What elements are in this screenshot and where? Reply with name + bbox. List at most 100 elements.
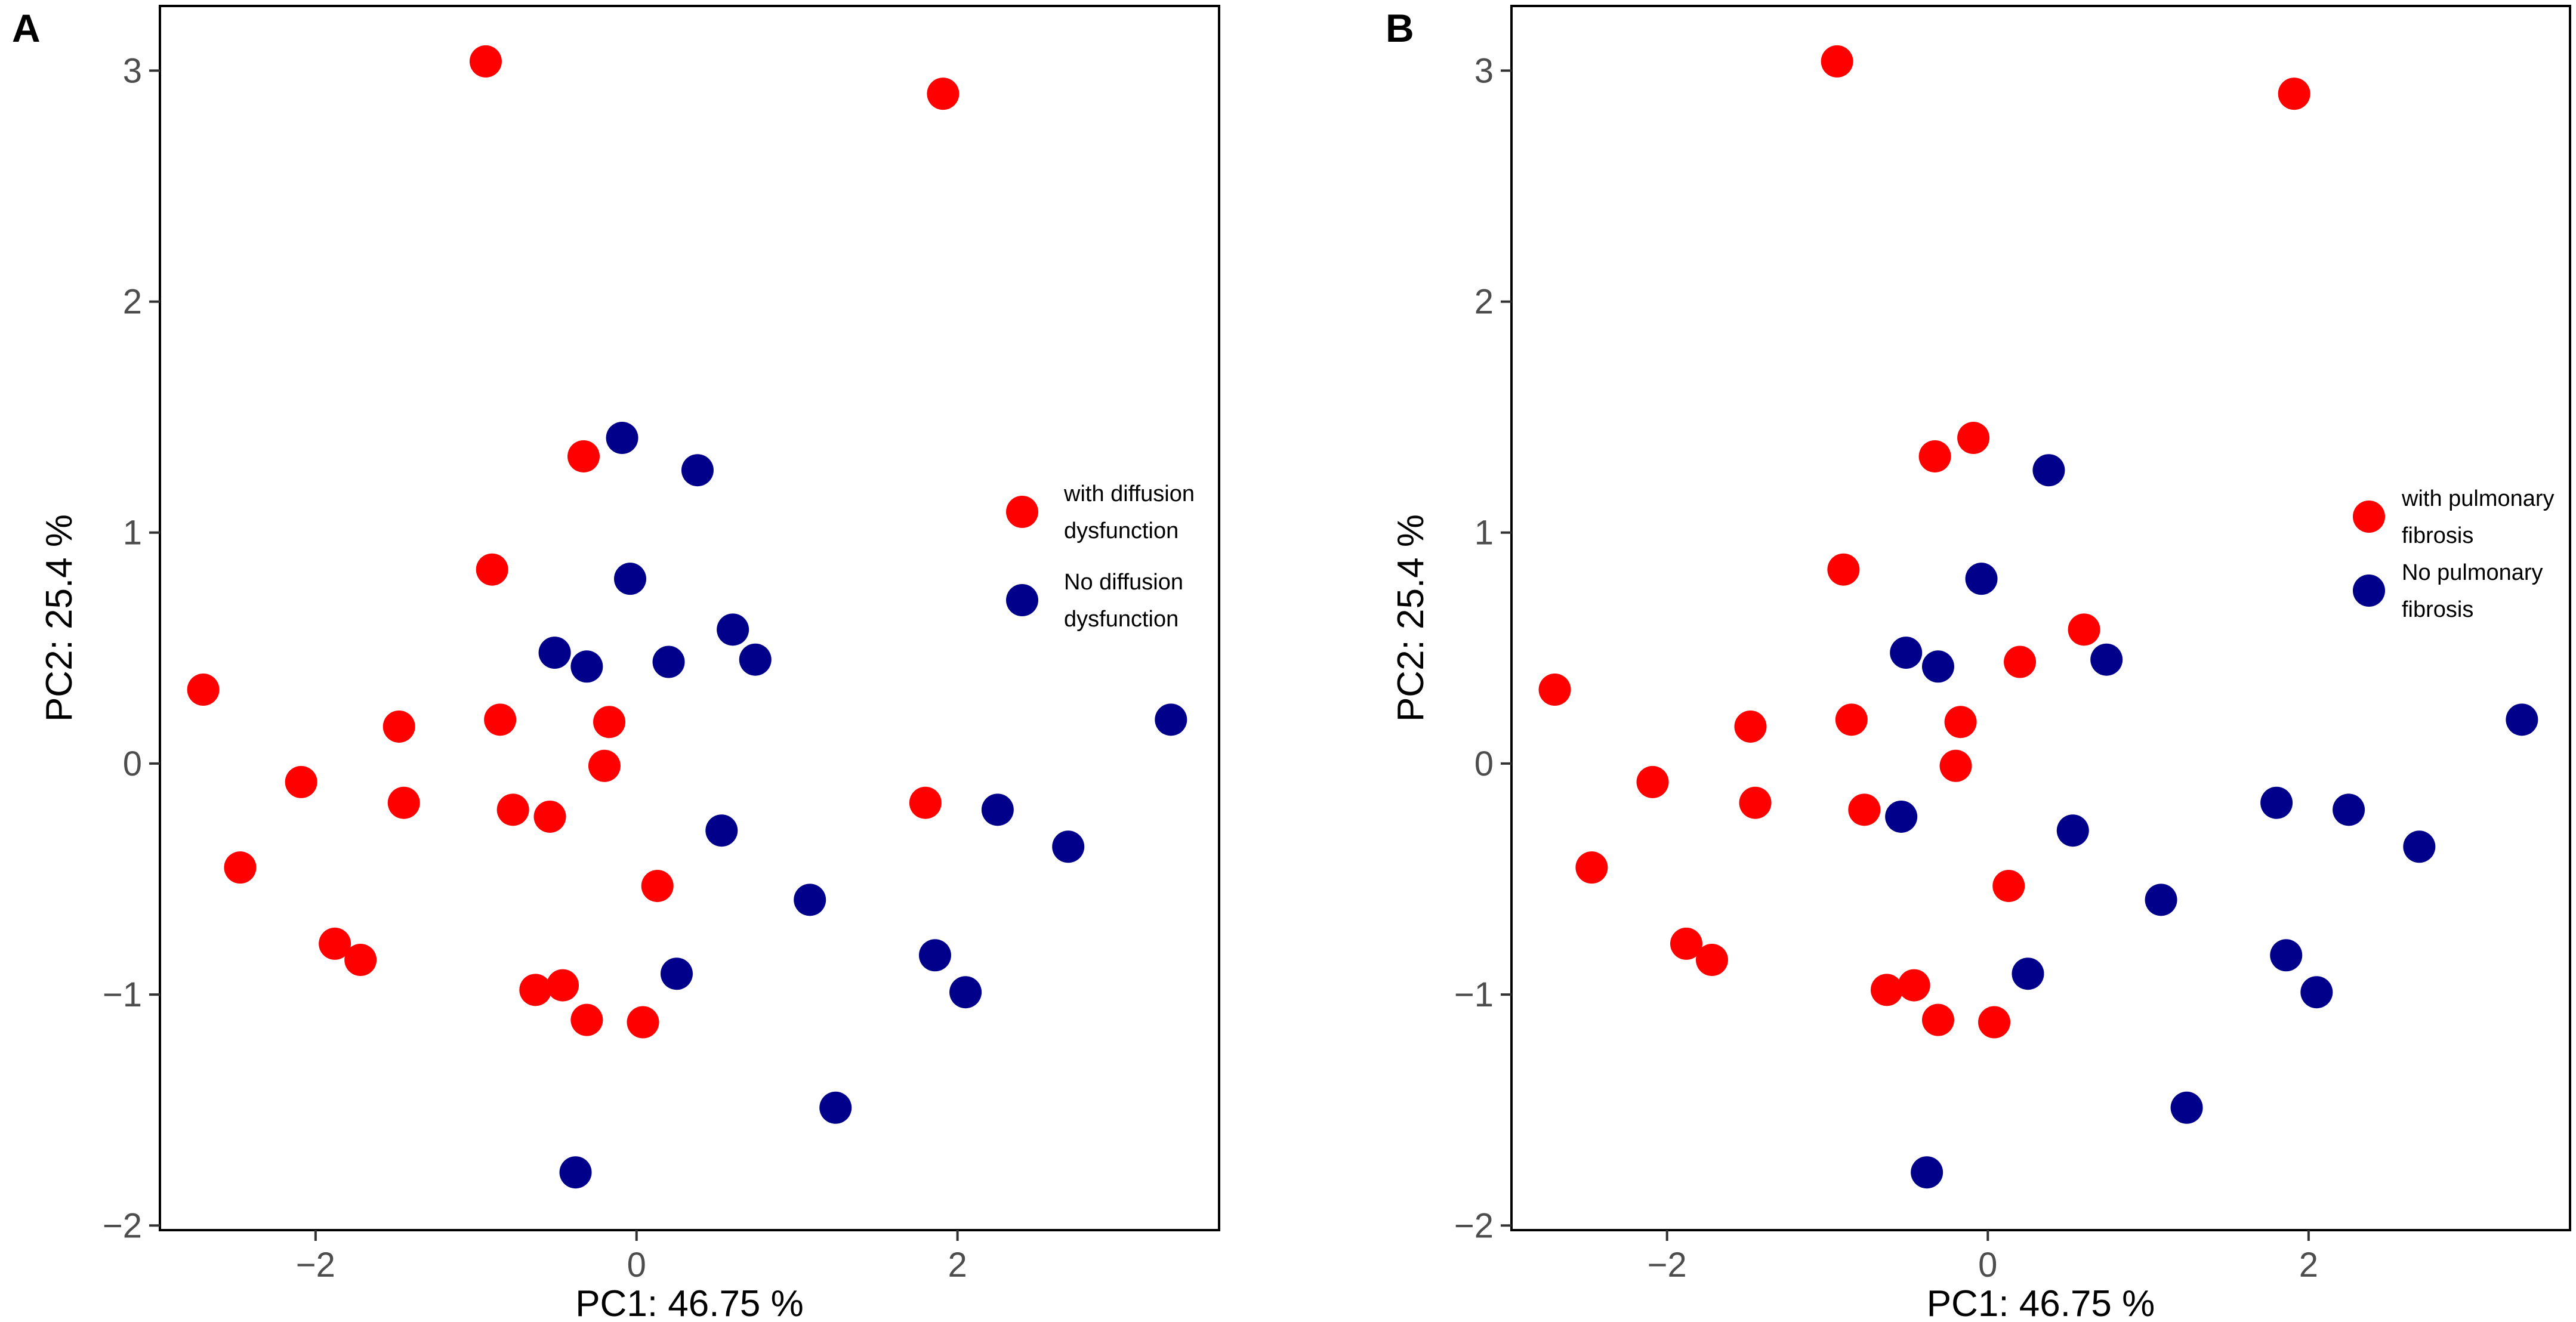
data-point [2145, 884, 2177, 916]
x-tick-label: −2 [1648, 1246, 1687, 1284]
x-tick-label: 0 [627, 1246, 646, 1284]
data-point [909, 786, 942, 819]
data-point [593, 706, 626, 739]
x-axis-title: PC1: 46.75 % [1927, 1283, 2155, 1322]
series-no [538, 422, 1187, 1189]
data-point [319, 927, 351, 960]
data-point [627, 1006, 659, 1039]
y-tick-label: −2 [1454, 1206, 1494, 1245]
data-point [387, 786, 420, 819]
y-tick-label: 2 [123, 283, 142, 322]
data-point [606, 422, 638, 455]
data-point [1992, 870, 2025, 903]
series-no [1885, 454, 2538, 1189]
data-point [1835, 703, 1868, 736]
plot-frame [1510, 5, 2571, 1231]
series-with [187, 45, 960, 1039]
data-point [570, 1003, 603, 1036]
y-axis-title: PC2: 25.4 % [1390, 514, 1432, 722]
data-point [613, 563, 646, 595]
legend-key [1006, 496, 1038, 528]
data-point [660, 957, 693, 990]
panel-label: B [1386, 6, 1414, 50]
data-point [739, 643, 772, 676]
data-point [484, 703, 517, 736]
data-point [567, 440, 600, 472]
data-point [1575, 851, 1608, 884]
legend: with pulmonary fibrosis No pulmonary fibros… [2353, 486, 2555, 622]
data-point [469, 45, 502, 78]
data-point [1890, 637, 1923, 669]
data-point [2170, 1091, 2203, 1124]
data-point [918, 939, 951, 972]
legend-key [1006, 584, 1038, 616]
data-point [1538, 674, 1571, 706]
x-tick-label: 2 [948, 1246, 967, 1284]
data-point [2056, 814, 2089, 847]
data-point [1885, 800, 1918, 833]
legend: with diffusion dysfunction No diffusion dys… [1006, 481, 1195, 632]
y-tick-label: 3 [1474, 51, 1494, 90]
y-tick-label: 0 [1474, 745, 1494, 783]
data-point [2068, 613, 2100, 646]
data-point [1670, 927, 1702, 960]
legend-label: fibrosis [2402, 597, 2473, 622]
y-tick-label: 1 [123, 514, 142, 552]
data-point [717, 613, 749, 646]
y-tick-label: 0 [123, 745, 142, 783]
legend-label: No diffusion [1064, 570, 1183, 595]
data-point [1827, 553, 1860, 586]
series-with [1538, 45, 2310, 1039]
data-point [981, 793, 1014, 826]
data-point [1052, 830, 1085, 863]
legend-label: with diffusion [1063, 481, 1195, 506]
data-point [1636, 765, 1669, 798]
legend-label: with pulmonary [2401, 486, 2555, 511]
y-tick-label: −1 [1454, 975, 1494, 1014]
data-point [1944, 706, 1977, 739]
y-tick-label: 2 [1474, 283, 1494, 322]
data-point [533, 800, 566, 833]
data-point [2333, 793, 2365, 826]
plot-frame [159, 5, 1220, 1231]
data-point [819, 1091, 852, 1124]
data-point [1965, 563, 1998, 595]
data-point [2260, 786, 2293, 819]
data-point [344, 944, 377, 977]
data-point [1848, 793, 1881, 826]
legend-label: No pulmonary [2402, 560, 2543, 585]
data-point [2403, 830, 2436, 863]
data-point [1978, 1006, 2011, 1039]
data-point [538, 637, 571, 669]
data-point [705, 814, 738, 847]
x-axis-title: PC1: 46.75 % [575, 1283, 804, 1322]
data-point [1734, 710, 1767, 743]
data-point [1957, 422, 1990, 455]
data-point [1821, 45, 1853, 78]
data-point [547, 969, 579, 1002]
data-point [681, 454, 714, 487]
x-tick-label: 0 [1978, 1246, 1997, 1284]
data-point [2032, 454, 2065, 487]
data-point [1898, 969, 1930, 1002]
legend-key [2353, 501, 2385, 533]
legend-label: dysfunction [1064, 518, 1179, 543]
data-point [1921, 1003, 1954, 1036]
data-point [1695, 944, 1728, 977]
data-point [2012, 957, 2044, 990]
data-point [1921, 650, 1954, 683]
chart-panel-b: B −2 0 2 −2 −1 0 1 2 3 PC1: 46.75 % PC2: 25.4 % with… [1386, 5, 2571, 1322]
data-point [1739, 786, 1772, 819]
data-point [1155, 703, 1187, 736]
data-point [476, 553, 508, 586]
legend-label: dysfunction [1064, 607, 1179, 632]
data-point [285, 765, 317, 798]
data-point [588, 749, 621, 782]
data-point [1911, 1156, 1943, 1189]
legend-label: fibrosis [2402, 523, 2473, 548]
data-point [641, 870, 674, 903]
data-point [652, 645, 685, 678]
y-tick-label: 1 [1474, 514, 1494, 552]
data-point [2278, 78, 2310, 110]
